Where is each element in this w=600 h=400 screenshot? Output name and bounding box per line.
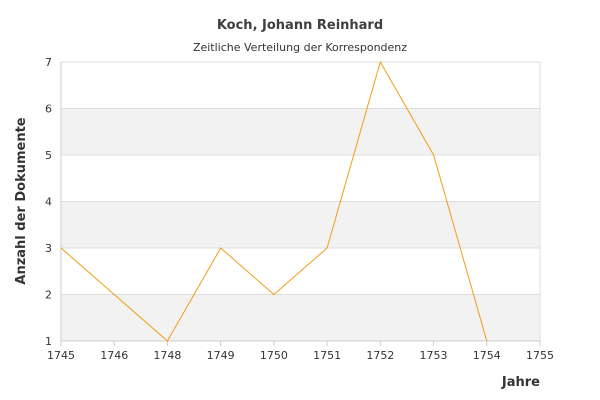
chart-subtitle: Zeitliche Verteilung der Korrespondenz [192,41,408,54]
grid-band [61,108,540,155]
y-tick-labels: 1 2 3 4 5 6 7 [45,56,52,348]
y-tick-label: 3 [45,242,52,255]
grid-band [61,201,540,248]
chart-title: Koch, Johann Reinhard [216,18,384,33]
x-tick-label: 1754 [473,349,501,362]
axes [60,62,541,346]
y-tick-label: 4 [45,196,52,209]
grid-band [61,294,540,341]
x-tick-label: 1745 [47,349,75,362]
x-tick-label: 1755 [526,349,554,362]
y-tick-label: 7 [45,56,52,69]
y-axis-title: Anzahl der Dokumente [14,117,29,284]
x-tick-label: 1753 [420,349,448,362]
y-tick-label: 5 [45,149,52,162]
x-tick-label: 1749 [207,349,235,362]
y-tick-label: 6 [45,103,52,116]
y-tick-label: 2 [45,289,52,302]
x-tick-label: 1750 [260,349,288,362]
x-tick-labels: 1745 1746 1748 1749 1750 1751 1752 1753 1754 1755 [47,349,554,362]
x-axis-title: Jahre [501,375,540,390]
series-layer [60,60,488,342]
y-tick-label: 1 [45,335,52,348]
x-tick-label: 1746 [100,349,128,362]
x-tick-label: 1748 [153,349,181,362]
series-line [60,60,488,342]
x-tick-label: 1752 [366,349,394,362]
x-tick-label: 1751 [313,349,341,362]
grid-bands [61,108,540,341]
